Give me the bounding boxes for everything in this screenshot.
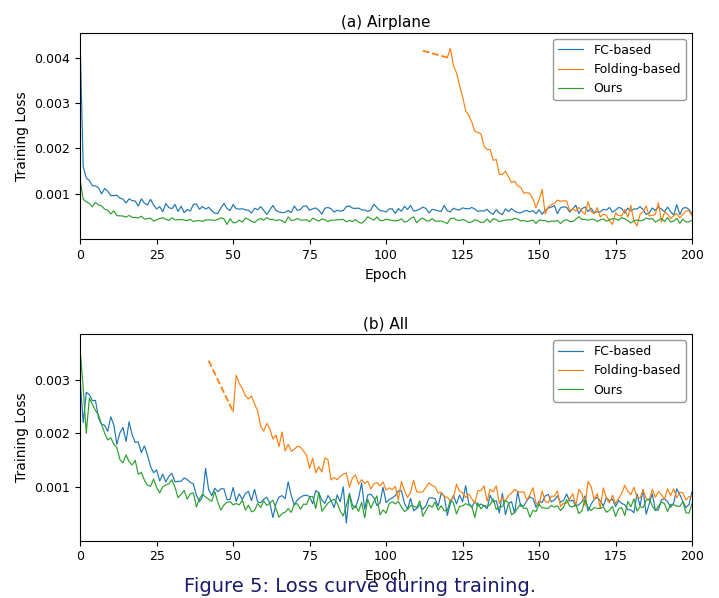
FC-based (131, 439, 139, 446)
FC-based (299, 203, 308, 210)
FC-based (669, 211, 678, 218)
Ours (75, 176, 84, 184)
FC-based (636, 203, 644, 210)
Ours (79, 196, 88, 203)
Title: (a) Airplane: (a) Airplane (342, 15, 431, 30)
X-axis label: Epoch: Epoch (365, 268, 408, 282)
Ours (688, 216, 697, 224)
Y-axis label: Training Loss: Training Loss (15, 91, 29, 181)
FC-based (299, 492, 308, 499)
Ours (75, 346, 84, 353)
Text: Figure 5: Loss curve during training.: Figure 5: Loss curve during training. (183, 577, 536, 596)
Folding-based (688, 493, 697, 500)
Ours (638, 216, 647, 224)
Ours (360, 514, 369, 521)
Folding-based (636, 495, 644, 502)
FC-based (638, 486, 647, 493)
Line: Folding-based: Folding-based (233, 376, 692, 508)
Ours (131, 214, 139, 221)
X-axis label: Epoch: Epoch (365, 569, 408, 583)
Folding-based (299, 447, 308, 454)
FC-based (409, 507, 418, 514)
FC-based (688, 488, 697, 495)
Ours (409, 502, 418, 509)
Legend: FC-based, Folding-based, Ours: FC-based, Folding-based, Ours (554, 39, 686, 100)
Ours (131, 457, 139, 464)
FC-based (75, 376, 84, 383)
Ours (336, 216, 344, 223)
Title: (b) All: (b) All (364, 316, 408, 331)
Ours (302, 216, 311, 223)
Ours (688, 500, 697, 507)
Folding-based (688, 213, 697, 220)
Ours (223, 221, 232, 228)
FC-based (333, 207, 342, 214)
Folding-based (333, 476, 342, 483)
Ours (333, 499, 342, 507)
FC-based (342, 520, 351, 527)
Line: Ours: Ours (80, 350, 692, 518)
FC-based (79, 163, 88, 170)
Line: FC-based: FC-based (80, 380, 692, 523)
Legend: FC-based, Folding-based, Ours: FC-based, Folding-based, Ours (554, 340, 686, 402)
FC-based (79, 419, 88, 426)
Folding-based (636, 211, 644, 218)
Ours (299, 501, 308, 508)
FC-based (688, 210, 697, 218)
Line: Folding-based: Folding-based (447, 48, 692, 226)
FC-based (333, 492, 342, 499)
Line: FC-based: FC-based (80, 44, 692, 215)
Ours (409, 213, 418, 221)
Ours (638, 504, 647, 511)
FC-based (406, 202, 415, 209)
Ours (79, 384, 88, 391)
FC-based (131, 197, 139, 205)
Folding-based (406, 489, 415, 496)
FC-based (75, 40, 84, 47)
Line: Ours: Ours (80, 180, 692, 224)
Y-axis label: Training Loss: Training Loss (15, 392, 29, 482)
